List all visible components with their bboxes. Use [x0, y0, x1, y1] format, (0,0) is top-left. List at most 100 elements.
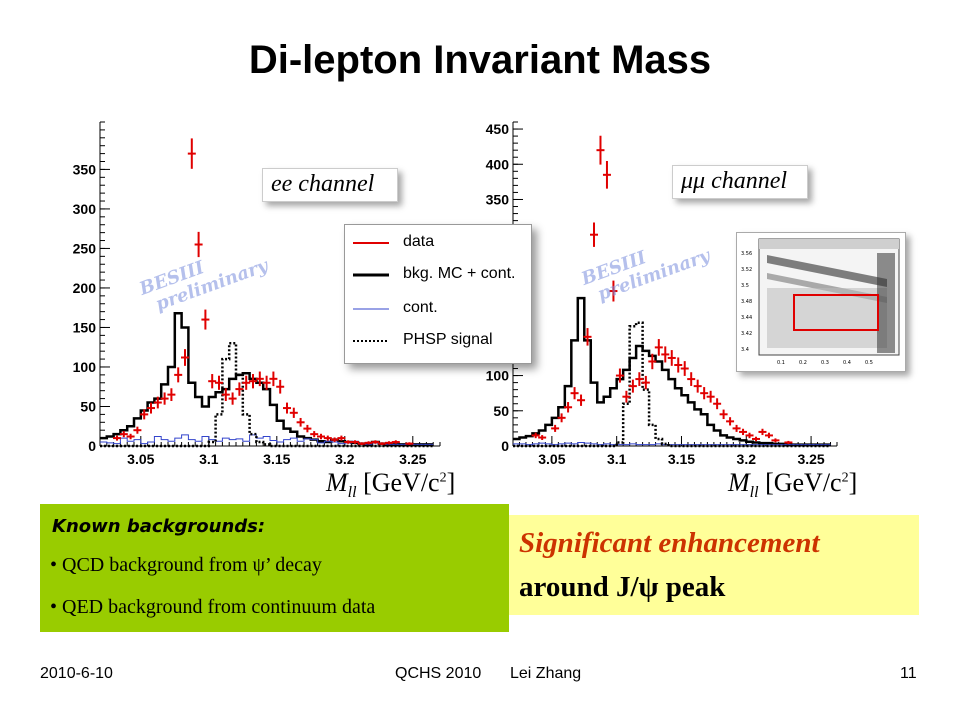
- background-item: • QCD background from ψ’ decay: [50, 554, 322, 577]
- mumu-data-point: [700, 387, 709, 400]
- mumu-data-point: [635, 372, 644, 386]
- mumu-data-point: [609, 280, 618, 302]
- black-thick-line-swatch: [353, 273, 389, 277]
- inset-tick: 0.3: [821, 360, 829, 366]
- mumu-data-point: [771, 438, 780, 443]
- inset-tick: 0.5: [865, 360, 873, 366]
- footer-author: Lei Zhang: [510, 665, 582, 682]
- mumu-data-point: [577, 394, 586, 406]
- legend-item-bkg: bkg. MC + cont.: [353, 265, 516, 287]
- mumu-x-tick-label: 3.2: [737, 451, 757, 467]
- ee-channel-histogram: 0 50 100 150 200 250 300 350 3.05 3.1 3.15 3.2 3.25: [73, 121, 441, 467]
- ee-data-point: [242, 375, 251, 390]
- mumu-data-point: [590, 222, 598, 247]
- mumu-y-tick-label: 100: [486, 368, 510, 384]
- ee-channel-badge: ee channel: [262, 168, 398, 202]
- ee-data-point: [330, 437, 339, 442]
- ee-data-point: [337, 435, 346, 441]
- inset-tick: 0.4: [843, 360, 851, 366]
- ee-data-point: [194, 231, 203, 258]
- black-dotted-line-swatch: [353, 340, 389, 342]
- mumu-data-point: [726, 417, 735, 426]
- mumu-channel-histogram: 0501001502002503003504004503.053.13.153.…: [486, 121, 838, 467]
- inset-tick: 3.4: [741, 347, 749, 353]
- ee-data-point: [351, 440, 359, 444]
- inset-tick: 3.52: [741, 267, 752, 273]
- background-item-text: QED background from continuum data: [62, 596, 376, 618]
- mumu-data-point: [732, 424, 741, 432]
- mumu-data-point: [661, 346, 670, 363]
- mumu-data-point: [674, 357, 683, 373]
- mumu-y-tick-label: 400: [486, 156, 510, 172]
- blue-thin-line-swatch: [353, 308, 389, 310]
- ee-y-tick-label: 0: [88, 438, 96, 454]
- ee-data-point: [276, 379, 285, 394]
- mumu-data-point: [764, 432, 773, 439]
- ee-data-point: [378, 442, 387, 445]
- ee-data-point: [126, 433, 135, 440]
- legend-label: data: [403, 233, 435, 250]
- ee-data-point: [385, 441, 393, 445]
- ee-x-tick-label: 3.1: [199, 451, 219, 467]
- ee-data-point: [140, 409, 149, 420]
- page-number: 11: [900, 665, 917, 682]
- ee-data-point: [187, 138, 196, 169]
- ee-data-point: [283, 402, 291, 414]
- mumu-data-point: [693, 379, 702, 393]
- mumu-data-point: [596, 135, 605, 165]
- ee-data-point: [113, 435, 121, 441]
- known-backgrounds-heading: Known backgrounds:: [52, 516, 266, 537]
- mumu-data-point: [784, 440, 793, 445]
- mumu-x-tick-label: 3.1: [607, 451, 627, 467]
- mumu-data-point: [752, 436, 760, 442]
- ee-data-point: [344, 440, 353, 444]
- mumu-channel-label: μμ channel: [681, 168, 788, 194]
- ee-data-point: [364, 441, 373, 445]
- inset-tick: 0.2: [799, 360, 807, 366]
- mumu-data-point: [680, 361, 689, 376]
- mumu-data-point: [531, 432, 540, 439]
- ee-data-point: [371, 440, 380, 444]
- legend-label: bkg. MC + cont.: [403, 265, 516, 282]
- ee-y-tick-label: 50: [80, 398, 96, 414]
- mumu-y-tick-label: 0: [501, 438, 509, 454]
- mumu-data-point: [628, 379, 637, 393]
- mumu-data-point: [719, 409, 728, 420]
- legend-label: PHSP signal: [403, 331, 493, 348]
- dalitz-scatter-inset: 3.56 3.52 3.5 3.48 3.44 3.42 3.4 0.1 0.2…: [736, 232, 906, 372]
- ee-data-point: [181, 349, 189, 366]
- ee-channel-label: ee channel: [271, 171, 375, 197]
- ee-data-point: [249, 374, 257, 389]
- legend-item-cont: cont.: [353, 299, 438, 321]
- mumu-series-phsp-signal: [513, 321, 831, 448]
- mumu-x-tick-label: 3.25: [797, 451, 824, 467]
- ee-y-tick-label: 300: [73, 201, 97, 217]
- ee-x-tick-label: 3.05: [127, 451, 154, 467]
- chart-legend: data bkg. MC + cont. cont. PHSP signal: [344, 224, 532, 364]
- ee-y-tick-label: 200: [73, 280, 97, 296]
- ee-data-point: [147, 402, 155, 414]
- mumu-data-point: [583, 328, 592, 346]
- mumu-data-point: [706, 390, 715, 403]
- footer-date: 2010-6-10: [40, 665, 113, 682]
- mumu-data-point: [622, 390, 631, 403]
- ee-x-axis-label: Mll [GeV/c2]: [326, 468, 456, 502]
- mumu-data-point: [667, 350, 676, 366]
- mumu-series-cont-: [513, 441, 831, 446]
- inset-tick: 3.48: [741, 299, 752, 305]
- mumu-data-point: [654, 339, 663, 356]
- ee-data-point: [262, 375, 271, 390]
- ee-data-point: [310, 431, 319, 438]
- ee-data-point: [215, 375, 223, 390]
- conclusion-box: Significant enhancement around J/ψ peak: [509, 515, 919, 615]
- conclusion-line2: around J/ψ peak: [519, 571, 726, 603]
- ee-data-point: [405, 442, 414, 445]
- ee-data-point: [133, 426, 142, 434]
- mumu-data-point: [758, 428, 767, 436]
- ee-x-tick-label: 3.25: [399, 451, 426, 467]
- inset-tick: 3.44: [741, 315, 752, 321]
- ee-data-point: [303, 424, 312, 433]
- ee-data-point: [296, 417, 305, 427]
- known-backgrounds-box: Known backgrounds: • QCD background from…: [40, 504, 509, 632]
- bullet-icon: •: [50, 596, 58, 618]
